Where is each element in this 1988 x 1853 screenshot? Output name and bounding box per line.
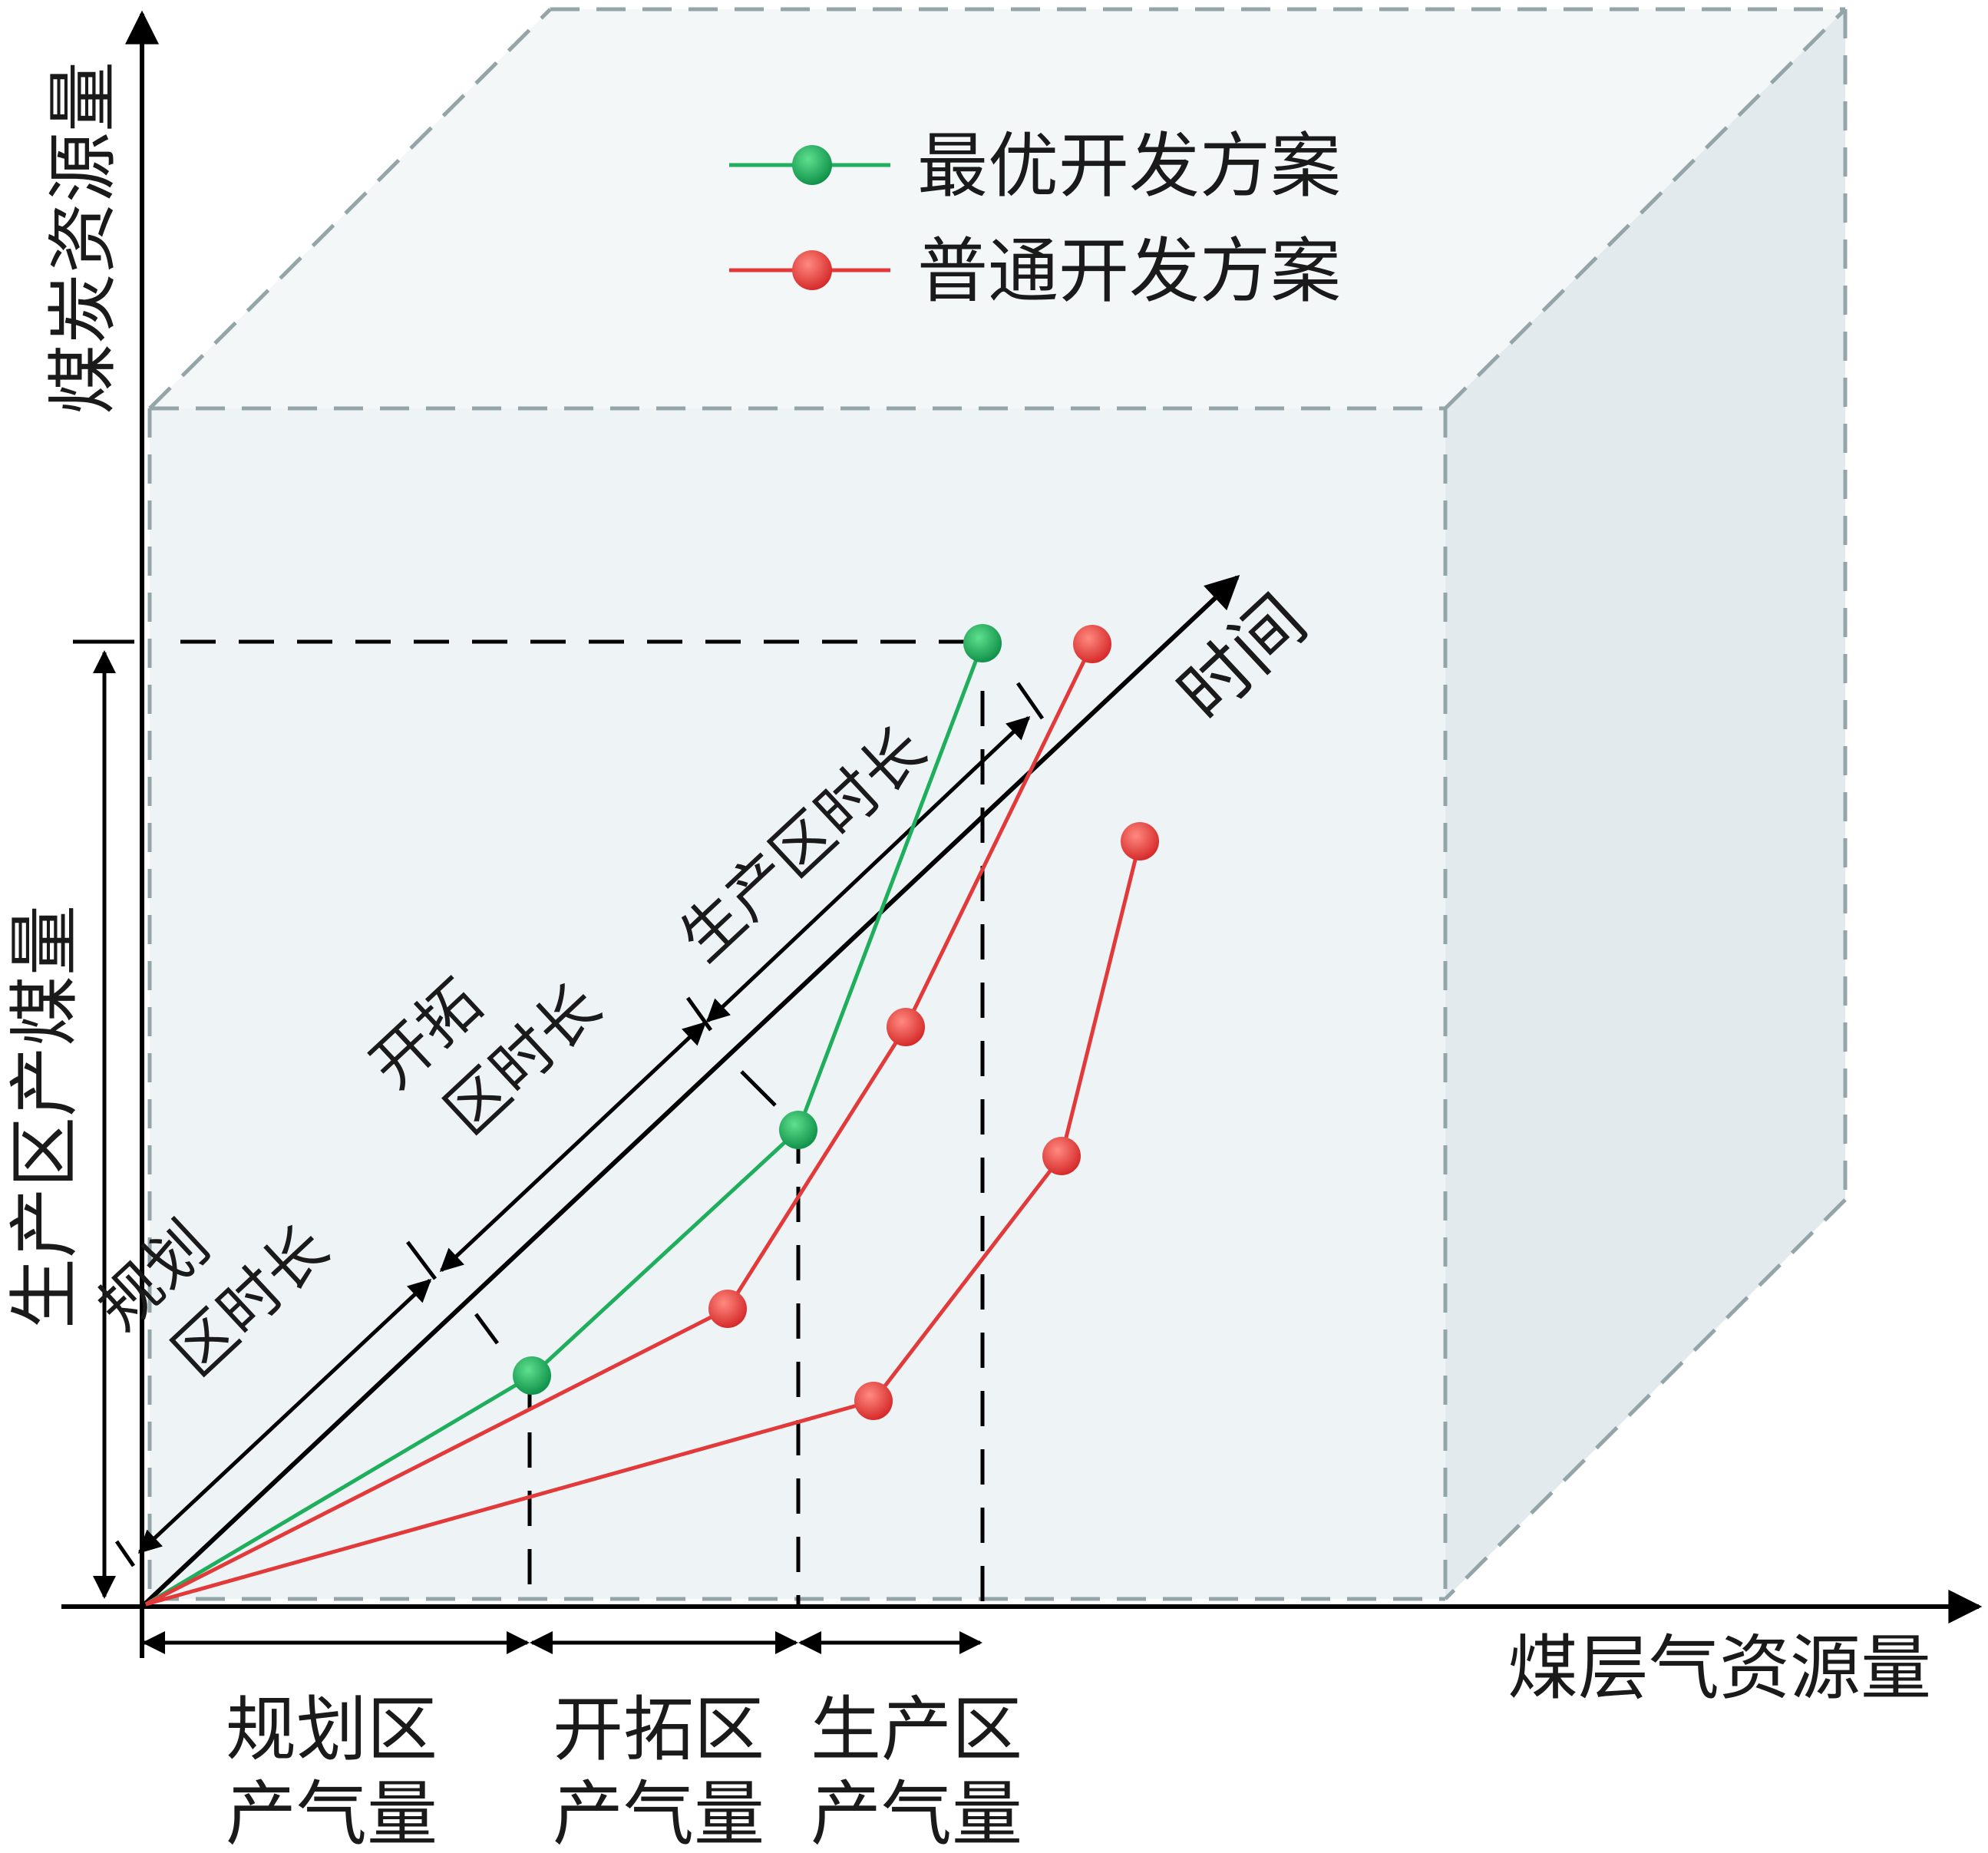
gas-label-planning: 规划区 产气量 [226, 1689, 438, 1853]
scheme-curves [144, 624, 1159, 1607]
time-arrow-production [705, 715, 1031, 1023]
optimal-curve-point-2 [779, 1111, 817, 1149]
svg-text:开拓区: 开拓区 [553, 1689, 764, 1771]
legend: 最优开发方案 普通开发方案 [729, 125, 1341, 312]
optimal-curve-line [144, 642, 985, 1607]
svg-text:最优开发方案: 最优开发方案 [917, 125, 1341, 207]
reference-lines [180, 639, 985, 1607]
legend-item-normal: 普通开发方案 [729, 230, 1341, 312]
svg-text:产气量: 产气量 [553, 1773, 764, 1853]
gas-label-development: 开拓区 产气量 [553, 1689, 764, 1853]
normal-curve-b-point-1 [854, 1382, 893, 1420]
svg-text:产气量: 产气量 [811, 1773, 1022, 1853]
normal-curve-a-line [144, 642, 1095, 1607]
optimal-curve-point-3 [963, 624, 1002, 662]
x-axis-label: 煤层气资源量 [1508, 1627, 1931, 1709]
normal-curve-a-point-1 [708, 1290, 747, 1328]
normal-curve-a-point-3 [1073, 625, 1111, 663]
legend-marker-normal [792, 250, 832, 290]
normal-curve-a [144, 625, 1111, 1607]
left-bracket-label: 生产区产煤量 [4, 905, 86, 1329]
svg-text:产气量: 产气量 [226, 1773, 438, 1853]
box-side-face [1445, 9, 1845, 1599]
legend-item-optimal: 最优开发方案 [729, 125, 1341, 207]
normal-curve-b [145, 822, 1159, 1607]
y-axis-label: 煤炭资源量 [42, 61, 124, 415]
svg-text:生产区: 生产区 [811, 1689, 1022, 1771]
time-tick-1 [474, 1313, 500, 1345]
legend-marker-optimal [792, 145, 832, 185]
gas-label-production: 生产区 产气量 [811, 1689, 1022, 1853]
normal-curve-b-point-3 [1121, 822, 1159, 860]
time-tick-2 [740, 1070, 777, 1107]
svg-text:规划区: 规划区 [226, 1689, 438, 1771]
time-segments [114, 682, 1045, 1567]
normal-curve-a-point-2 [887, 1008, 925, 1046]
normal-curve-b-point-2 [1042, 1137, 1081, 1175]
left-bracket [73, 639, 134, 1599]
time-arrow-development [439, 1021, 707, 1273]
normal-curve-b-line [145, 841, 1142, 1607]
optimal-curve [144, 624, 1002, 1607]
svg-text:普通开发方案: 普通开发方案 [917, 230, 1341, 312]
time-arrow-planning [137, 1278, 432, 1554]
optimal-curve-point-1 [513, 1356, 551, 1395]
box-top-face [150, 9, 1845, 408]
